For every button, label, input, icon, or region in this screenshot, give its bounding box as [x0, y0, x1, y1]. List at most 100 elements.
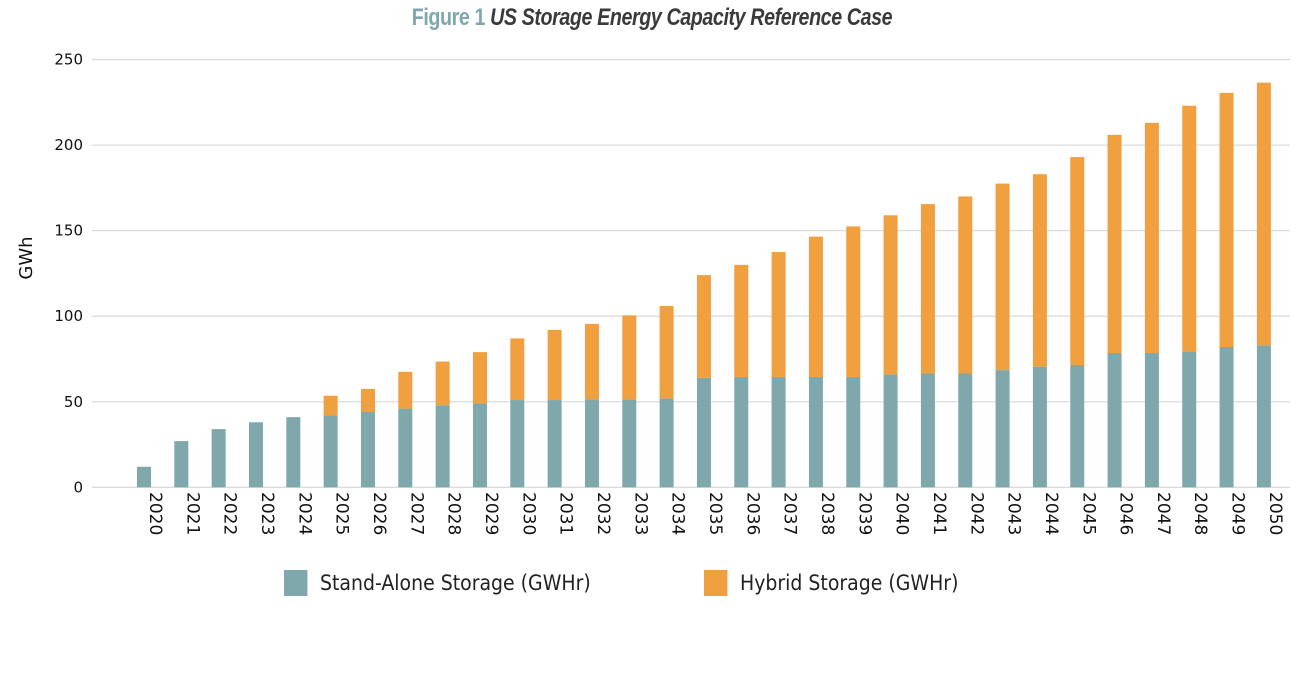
x-tick-label: 2048	[1190, 492, 1210, 535]
x-tick-label: 2021	[182, 492, 202, 535]
bar-stand-alone-2023	[248, 422, 263, 488]
x-tick-label: 2027	[406, 492, 426, 535]
bar-hybrid-2042	[958, 196, 973, 374]
bar-hybrid-2039	[846, 226, 861, 377]
y-tick-label: 200	[54, 136, 83, 154]
bar-hybrid-2027	[398, 371, 413, 409]
legend-item-stand-alone: Stand-Alone Storage (GWHr)	[284, 570, 591, 596]
figure-label: Figure 1	[411, 4, 486, 31]
bar-stand-alone-2035	[696, 377, 711, 488]
y-tick-label: 50	[64, 393, 83, 411]
x-tick-label: 2029	[481, 492, 501, 535]
x-tick-label: 2043	[1004, 492, 1024, 535]
y-tick-label: 150	[54, 222, 83, 240]
bar-hybrid-2031	[547, 329, 562, 401]
bar-hybrid-2025	[323, 395, 338, 416]
bar-stand-alone-2031	[547, 400, 562, 488]
bar-stand-alone-2030	[510, 400, 525, 488]
bar-stand-alone-2025	[323, 415, 338, 488]
x-tick-label: 2041	[929, 492, 949, 535]
x-tick-label: 2042	[966, 492, 986, 535]
y-tick-label: 100	[54, 307, 83, 325]
bar-stand-alone-2045	[1070, 364, 1085, 488]
bar-hybrid-2047	[1144, 122, 1159, 353]
bar-hybrid-2036	[734, 264, 749, 377]
bar-stand-alone-2028	[435, 405, 450, 488]
bar-stand-alone-2046	[1107, 352, 1122, 488]
x-tick-label: 2050	[1265, 492, 1285, 535]
x-tick-label: 2030	[518, 492, 538, 535]
x-tick-label: 2023	[257, 492, 277, 535]
bar-stand-alone-2039	[846, 376, 861, 488]
bar-stand-alone-2042	[958, 373, 973, 488]
bar-hybrid-2038	[808, 236, 823, 377]
x-tick-label: 2028	[444, 492, 464, 535]
x-tick-label: 2044	[1041, 492, 1061, 535]
x-tick-label: 2046	[1116, 492, 1136, 535]
x-tick-label: 2026	[369, 492, 389, 535]
bar-hybrid-2026	[360, 388, 375, 413]
x-tick-label: 2049	[1228, 492, 1248, 535]
bar-stand-alone-2029	[472, 403, 487, 488]
x-tick-label: 2031	[556, 492, 576, 535]
x-tick-label: 2045	[1078, 492, 1098, 535]
bar-hybrid-2048	[1182, 105, 1197, 352]
x-tick-label: 2024	[294, 492, 314, 535]
y-tick-label: 0	[73, 478, 83, 496]
x-tick-label: 2039	[854, 492, 874, 535]
legend-swatch-hybrid	[704, 570, 728, 596]
y-axis-label: GWh	[16, 236, 37, 279]
bar-stand-alone-2038	[808, 376, 823, 488]
bar-hybrid-2044	[1032, 174, 1047, 367]
y-tick-label: 250	[54, 51, 83, 69]
bar-stand-alone-2033	[622, 399, 637, 488]
x-tick-label: 2035	[705, 492, 725, 535]
figure-title: US Storage Energy Capacity Reference Cas…	[490, 4, 893, 31]
bar-stand-alone-2041	[920, 373, 935, 488]
bar-stand-alone-2037	[771, 376, 786, 488]
bar-stand-alone-2024	[286, 417, 301, 488]
bar-hybrid-2049	[1219, 92, 1234, 347]
x-tick-label: 2020	[145, 492, 165, 535]
bar-stand-alone-2021	[174, 441, 189, 488]
x-tick-label: 2025	[332, 492, 352, 535]
x-tick-label: 2037	[780, 492, 800, 535]
bar-stand-alone-2022	[211, 429, 226, 488]
bar-stand-alone-2020	[137, 466, 151, 488]
bar-hybrid-2050	[1256, 82, 1271, 346]
bar-stand-alone-2049	[1219, 346, 1234, 488]
x-tick-label: 2040	[892, 492, 912, 535]
bar-stand-alone-2048	[1182, 351, 1197, 488]
bar-hybrid-2035	[696, 275, 711, 378]
legend-item-hybrid: Hybrid Storage (GWHr)	[704, 570, 958, 596]
bar-hybrid-2045	[1070, 157, 1085, 365]
bar-hybrid-2037	[771, 252, 786, 377]
bar-stand-alone-2050	[1256, 345, 1271, 488]
bar-hybrid-2028	[435, 361, 450, 406]
bar-stand-alone-2043	[995, 370, 1010, 488]
bar-hybrid-2040	[883, 215, 898, 375]
x-tick-label: 2036	[742, 492, 762, 535]
legend-swatch-stand-alone	[284, 570, 308, 596]
bar-hybrid-2034	[659, 305, 674, 399]
x-tick-label: 2038	[817, 492, 837, 535]
x-tick-label: 2034	[668, 492, 688, 535]
legend-label-hybrid: Hybrid Storage (GWHr)	[740, 571, 959, 595]
bar-stand-alone-2034	[659, 398, 674, 488]
bar-hybrid-2043	[995, 183, 1010, 371]
x-tick-label: 2022	[220, 492, 240, 535]
bar-stand-alone-2047	[1144, 352, 1159, 488]
bar-hybrid-2030	[510, 338, 525, 401]
bar-stand-alone-2026	[360, 412, 375, 488]
x-tick-label: 2032	[593, 492, 613, 535]
x-tick-label: 2033	[630, 492, 650, 535]
bar-stand-alone-2027	[398, 408, 413, 488]
legend-label-stand-alone: Stand-Alone Storage (GWHr)	[320, 571, 591, 595]
bar-hybrid-2032	[584, 323, 599, 400]
x-tick-label: 2047	[1153, 492, 1173, 535]
bar-stand-alone-2044	[1032, 366, 1047, 488]
bar-stand-alone-2036	[734, 376, 749, 488]
bar-stand-alone-2040	[883, 374, 898, 488]
bar-hybrid-2041	[920, 204, 935, 374]
